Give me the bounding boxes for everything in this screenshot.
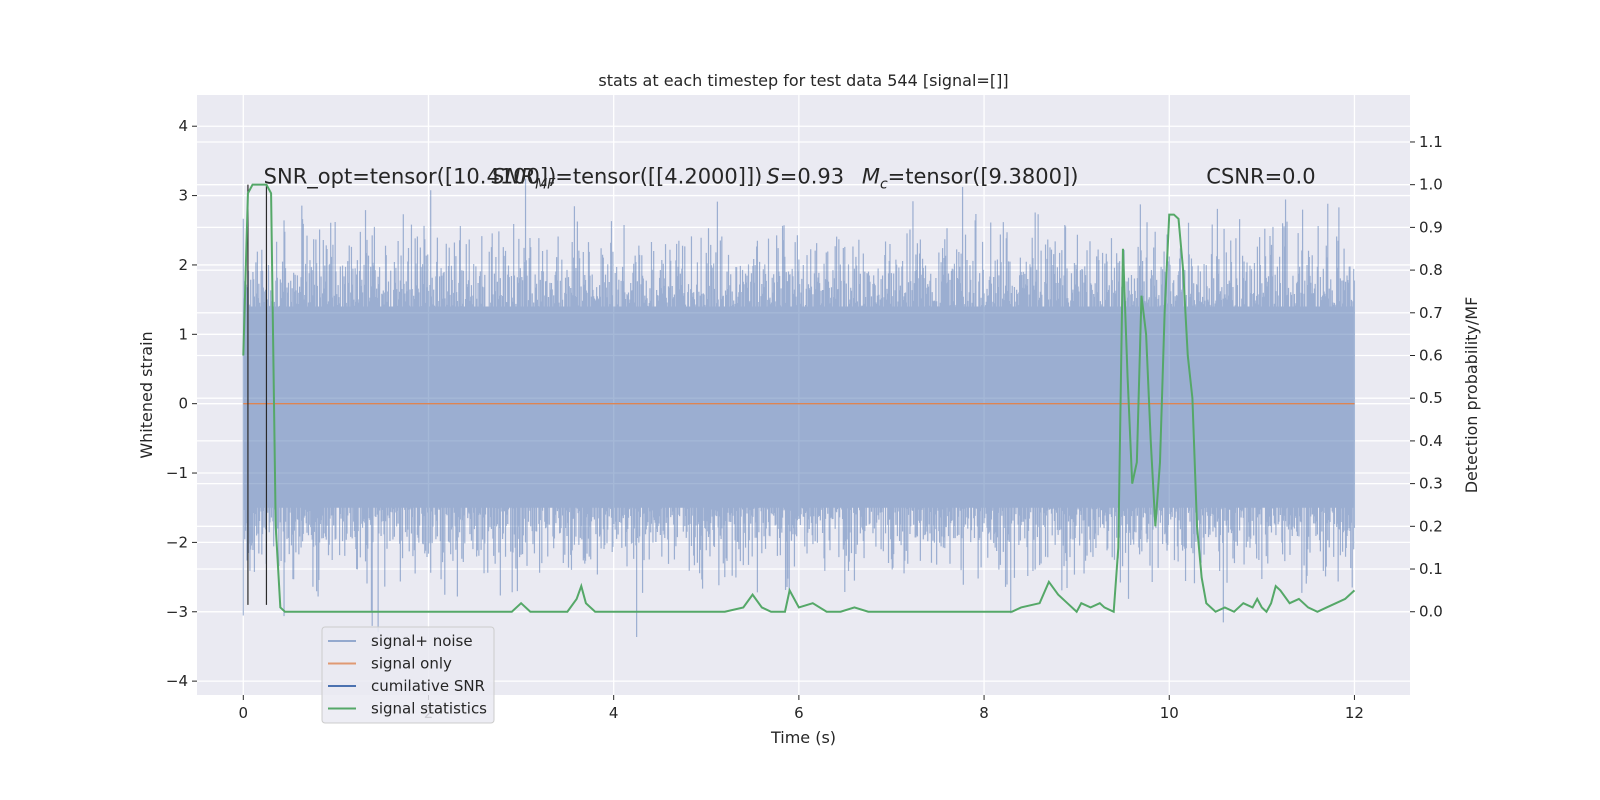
y-right-tick-label: 0.2 [1419,517,1443,535]
y-right-tick-label: 0.7 [1419,304,1443,322]
series-layer [242,183,1356,614]
y-left-tick-label: −3 [166,603,188,621]
y-right-tick-label: 0.9 [1419,218,1443,236]
x-tick-label: 4 [609,704,619,722]
y-right-tick-label: 0.1 [1419,560,1443,578]
annotation-text: CSNR=0.0 [1206,165,1315,189]
x-tick-label: 10 [1160,704,1179,722]
annotation-text: SNRMF=tensor([[4.2000]]) [491,165,762,193]
annotation-text: S=0.93 [766,165,844,189]
legend-box [321,626,495,724]
legend: signal+ noise signal only cumilative SNR si… [321,626,495,724]
chart-title: stats at each timestep for test data 544… [598,71,1008,90]
legend-label: signal+ noise [371,632,473,650]
legend-label: cumilative SNR [371,677,485,695]
y-right-tick-label: 0.6 [1419,346,1443,364]
y-right-tick-label: 1.1 [1419,133,1443,151]
x-axis-label: Time (s) [770,728,836,747]
y-right-tick-label: 0.8 [1419,261,1443,279]
y-left-tick-label: −4 [166,672,188,690]
x-tick-label: 12 [1345,704,1364,722]
x-tick-label: 0 [239,704,249,722]
legend-label: signal statistics [371,700,487,718]
y-right-tick-label: 0.4 [1419,432,1443,450]
y-right-tick-label: 0.5 [1419,389,1443,407]
signal-statistics-line [242,183,1356,614]
y-left-tick-label: −2 [166,533,188,551]
annotations: SNR_opt=tensor([10.4100])SNRMF=tensor([[… [264,165,1316,193]
axes: 02468101243210−1−2−3−41.11.00.90.80.70.6… [166,117,1443,722]
y-right-tick-label: 0.0 [1419,603,1443,621]
y-right-tick-label: 1.0 [1419,176,1443,194]
y-left-tick-label: 0 [178,395,188,413]
y-right-tick-label: 0.3 [1419,475,1443,493]
x-tick-label: 6 [794,704,804,722]
legend-label: signal only [371,655,452,673]
y-left-tick-label: −1 [166,464,188,482]
y-left-tick-label: 1 [178,325,188,343]
annotation-text: SNR_opt=tensor([10.4100]) [264,165,557,190]
y-axis-left-label: Whitened strain [137,331,156,458]
x-tick-label: 8 [979,704,989,722]
y-left-tick-label: 3 [178,187,188,205]
y-left-tick-label: 2 [178,256,188,274]
y-axis-right-label: Detection probability/MF [1462,297,1481,494]
annotation-text: Mc=tensor([9.3800]) [862,165,1079,193]
y-left-tick-label: 4 [178,117,188,135]
